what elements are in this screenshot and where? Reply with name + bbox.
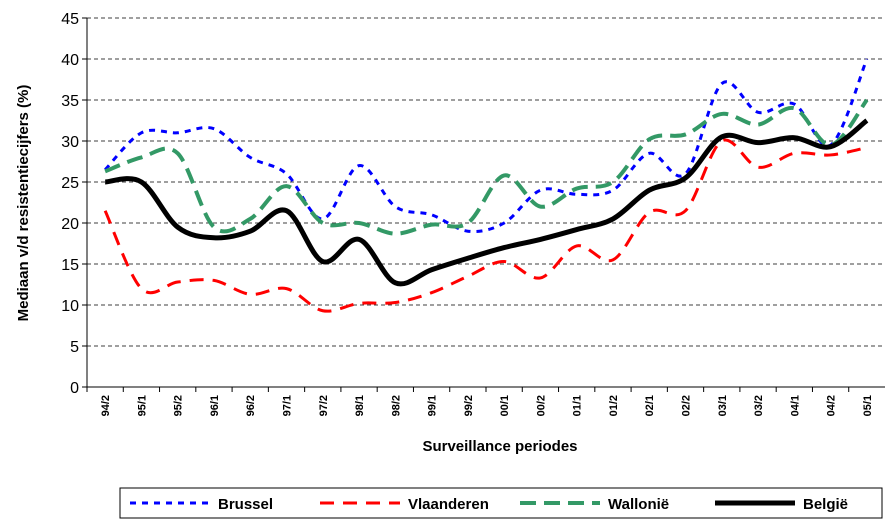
x-tick-label: 98/1	[354, 395, 366, 416]
series-line	[103, 138, 868, 313]
x-tick-label: 00/1	[499, 395, 511, 416]
x-tick-label: 95/1	[136, 395, 148, 416]
series-line	[104, 58, 869, 234]
y-tick-label: 40	[61, 52, 79, 69]
legend-label: Brussel	[218, 496, 273, 513]
x-tick-label: 04/1	[789, 395, 801, 416]
x-tick-label: 00/2	[535, 395, 547, 416]
x-tick-label: 01/2	[608, 395, 620, 416]
x-tick-label: 04/2	[826, 395, 838, 416]
y-tick-label: 5	[70, 339, 79, 356]
x-tick-label: 99/1	[427, 395, 439, 416]
y-tick-label: 35	[61, 93, 79, 110]
x-tick-label: 96/2	[245, 395, 257, 416]
x-tick-label: 97/1	[282, 395, 294, 416]
x-tick-label: 02/1	[644, 395, 656, 416]
x-axis-title: Surveillance periodes	[422, 438, 577, 455]
y-tick-label: 30	[61, 134, 79, 151]
x-tick-label: 96/1	[209, 395, 221, 416]
x-tick-label: 99/2	[463, 395, 475, 416]
y-tick-label: 0	[70, 380, 79, 397]
series-line	[104, 118, 869, 287]
series-line	[104, 98, 869, 236]
legend-label: België	[803, 496, 848, 513]
x-tick-label: 98/2	[390, 395, 402, 416]
x-tick-label: 97/2	[318, 395, 330, 416]
x-tick-label: 95/2	[173, 395, 185, 416]
x-tick-label: 94/2	[100, 395, 112, 416]
x-tick-label: 03/2	[753, 395, 765, 416]
y-tick-label: 20	[61, 216, 79, 233]
x-tick-label: 03/1	[717, 395, 729, 416]
y-tick-label: 15	[61, 257, 79, 274]
y-tick-label: 25	[61, 175, 79, 192]
y-tick-label: 10	[61, 298, 79, 315]
x-tick-label: 05/1	[862, 395, 874, 416]
y-axis-title: Mediaan v/d resistentiecijfers (%)	[15, 85, 32, 322]
legend-label: Wallonië	[608, 496, 669, 513]
y-tick-label: 45	[61, 11, 79, 28]
x-tick-label: 01/1	[572, 395, 584, 416]
legend-label: Vlaanderen	[408, 496, 489, 513]
x-tick-label: 02/2	[681, 395, 693, 416]
